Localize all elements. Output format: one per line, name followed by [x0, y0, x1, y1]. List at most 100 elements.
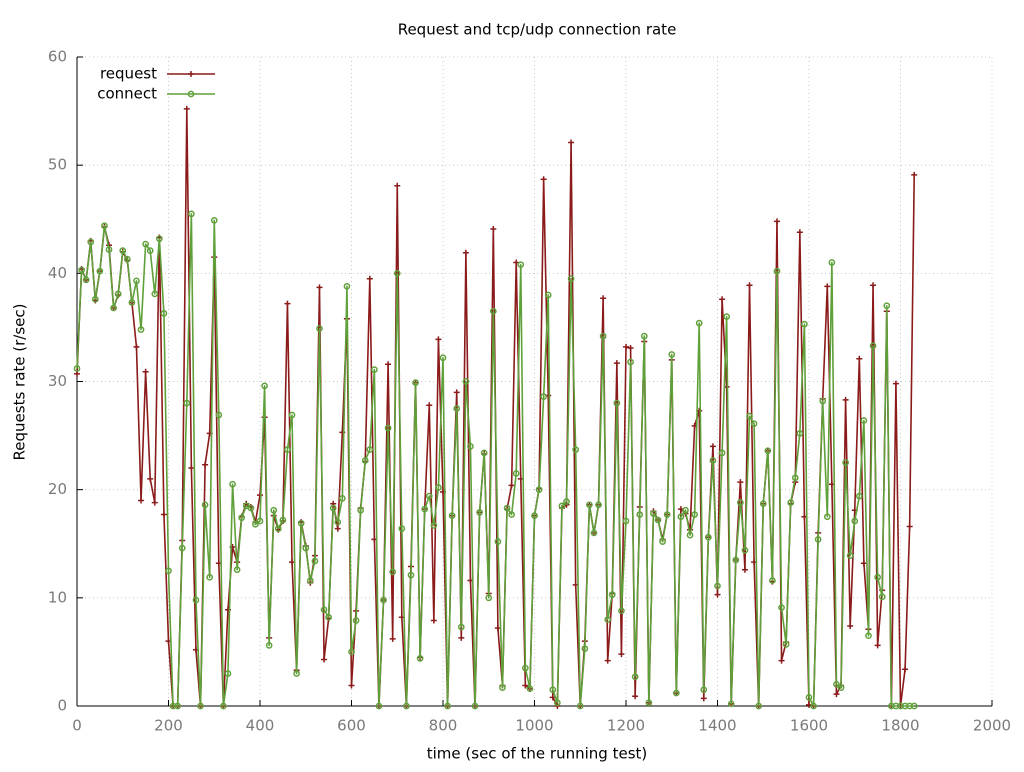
data-point — [677, 513, 685, 521]
data-point — [435, 336, 442, 343]
data-point — [750, 420, 758, 428]
data-point — [874, 642, 881, 649]
legend-marker — [188, 71, 194, 77]
data-point — [366, 446, 374, 453]
data-point — [860, 417, 868, 424]
data-point — [513, 259, 520, 266]
data-point — [444, 702, 451, 710]
data-point — [759, 500, 767, 508]
data-point — [316, 325, 323, 332]
data-point — [439, 354, 447, 362]
data-point — [737, 499, 744, 506]
data-point — [110, 304, 117, 312]
y-tick-label: 60 — [48, 48, 67, 66]
data-point — [384, 424, 392, 432]
data-point — [403, 702, 410, 710]
data-point — [105, 246, 113, 253]
y-axis-label: Requests rate (r/sec) — [11, 304, 29, 461]
data-point — [709, 443, 716, 450]
data-point — [380, 596, 387, 604]
data-point — [284, 446, 291, 453]
data-point — [883, 302, 891, 310]
data-point — [96, 267, 104, 275]
data-point — [133, 343, 140, 350]
data-point — [773, 267, 781, 275]
data-point — [723, 313, 731, 320]
data-point — [691, 511, 698, 518]
data-point — [412, 379, 419, 386]
data-point — [257, 492, 263, 499]
data-point — [462, 249, 469, 256]
data-point — [385, 361, 392, 368]
data-point — [535, 486, 543, 494]
data-point — [700, 686, 708, 694]
data-point — [778, 604, 785, 611]
data-point — [224, 670, 232, 677]
data-point — [210, 216, 218, 224]
data-point — [274, 525, 282, 532]
data-point — [101, 222, 108, 230]
y-tick-label: 40 — [48, 264, 67, 282]
data-point — [394, 182, 401, 189]
x-tick-label: 1200 — [607, 717, 645, 735]
x-tick-label: 0 — [72, 717, 82, 735]
data-point — [540, 176, 547, 183]
data-point — [284, 300, 291, 307]
data-point — [151, 499, 158, 506]
data-point — [782, 640, 790, 648]
data-point — [366, 275, 373, 282]
data-point — [911, 171, 918, 178]
data-point — [563, 498, 570, 505]
data-point — [842, 459, 849, 466]
data-point — [489, 307, 497, 315]
data-point — [293, 670, 300, 677]
data-point — [878, 593, 886, 601]
data-point — [855, 492, 863, 500]
data-point — [329, 504, 337, 512]
data-point — [78, 266, 85, 274]
data-point — [714, 582, 721, 590]
data-point — [851, 517, 859, 525]
x-tick-label: 400 — [246, 717, 275, 735]
data-point — [73, 365, 81, 372]
x-tick-label: 1800 — [881, 717, 919, 735]
data-point — [517, 261, 525, 269]
data-point — [686, 531, 694, 539]
data-point — [746, 282, 753, 289]
data-point — [618, 651, 625, 658]
data-point — [151, 290, 159, 298]
data-point — [663, 511, 671, 518]
data-point — [398, 525, 406, 532]
data-point — [869, 342, 877, 350]
data-point — [870, 282, 877, 289]
data-point — [576, 702, 584, 710]
data-point — [787, 499, 795, 506]
data-point — [133, 277, 140, 285]
data-point — [202, 461, 209, 468]
data-point — [160, 310, 168, 317]
data-point — [471, 702, 479, 710]
data-point — [824, 283, 831, 290]
data-point — [265, 642, 273, 649]
data-point — [823, 513, 831, 521]
data-point — [910, 702, 918, 710]
data-point — [608, 591, 616, 598]
data-point — [613, 399, 621, 407]
data-point — [544, 291, 552, 299]
data-point — [805, 693, 813, 701]
data-point — [522, 682, 529, 689]
data-point — [183, 399, 191, 407]
data-point — [389, 568, 397, 576]
data-point — [494, 538, 502, 545]
data-point — [183, 105, 190, 112]
data-point — [147, 475, 154, 482]
data-point — [197, 702, 204, 710]
data-point — [220, 702, 227, 710]
data-point — [407, 571, 415, 579]
data-point — [622, 517, 630, 525]
data-point — [604, 616, 612, 623]
data-point — [311, 557, 319, 565]
data-point — [178, 544, 186, 552]
data-point — [846, 552, 854, 559]
